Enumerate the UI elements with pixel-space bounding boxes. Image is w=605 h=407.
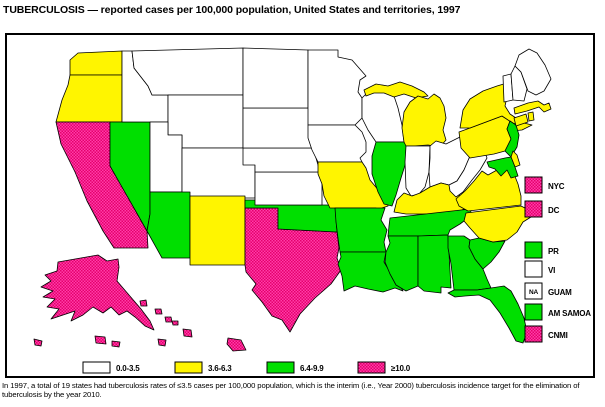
range-legend-item-c2: 3.6-6.3 [174, 361, 232, 374]
territory-swatch-pr [524, 241, 543, 259]
territory-label: DC [548, 206, 560, 215]
state-KS [254, 171, 323, 206]
state-RI [527, 111, 535, 122]
state-ME [514, 48, 552, 96]
states-layer [33, 47, 552, 352]
state-IN [404, 145, 431, 197]
state-HI [164, 316, 173, 323]
territory-swatch-dc [524, 200, 543, 218]
range-label: ≥10.0 [391, 364, 411, 373]
state-MT [131, 47, 244, 96]
territory-swatch-am-samoa [524, 303, 543, 321]
state-NM [189, 195, 246, 266]
territory-legend-item-pr: PR [524, 241, 559, 259]
state-NC [463, 205, 532, 243]
page-title: TUBERCULOSIS — reported cases per 100,00… [3, 4, 461, 16]
range-label: 3.6-6.3 [208, 364, 232, 373]
state-AR [334, 207, 388, 253]
footnote: In 1997, a total of 19 states had tuberc… [2, 381, 580, 400]
territory-legend-item-dc: DC [524, 200, 560, 218]
state-AK [33, 338, 43, 347]
state-AK [40, 254, 155, 331]
range-legend-item-c4: ≥10.0 [357, 361, 411, 374]
territory-legend-item-nyc: NYC [524, 176, 565, 194]
state-HI [171, 320, 179, 326]
state-AK [111, 340, 121, 348]
territory-legend-item-guam: NA GUAM [524, 282, 572, 300]
rate-range-legend: 0.0-3.5 3.6-6.3 6.4-9.9 ≥10.0 [82, 361, 411, 374]
territory-swatch-nyc [524, 176, 543, 194]
state-HI [226, 337, 247, 352]
state-MI [401, 93, 447, 148]
range-legend-item-c1: 0.0-3.5 [82, 361, 140, 374]
range-legend-item-c3: 6.4-9.9 [266, 361, 324, 374]
territory-label: CNMI [548, 331, 568, 340]
state-FL [447, 285, 528, 344]
state-MA [513, 100, 552, 115]
state-NJ [504, 120, 520, 158]
state-HI [157, 338, 167, 347]
territory-label: AM SAMOA [548, 309, 591, 318]
territory-legend: NYC DC PR VI NA GUAM AM SAMOA CNMI [524, 176, 591, 343]
territory-swatch-cnmi [524, 325, 543, 343]
territory-label: NYC [548, 182, 565, 191]
state-HI [139, 299, 148, 307]
state-SD [242, 107, 313, 149]
state-OR [55, 74, 123, 123]
range-swatch-c4 [357, 361, 386, 374]
state-HI [182, 328, 193, 338]
range-swatch-c1 [82, 361, 111, 374]
state-MD [486, 156, 519, 179]
territory-label: PR [548, 247, 559, 256]
state-MN [307, 49, 367, 126]
territory-legend-item-vi: VI [524, 260, 555, 278]
territory-label: GUAM [548, 288, 572, 297]
territory-legend-item-am-samoa: AM SAMOA [524, 303, 591, 321]
range-swatch-c3 [266, 361, 295, 374]
state-HI [154, 308, 163, 315]
state-CT [513, 113, 529, 127]
state-AL [417, 234, 452, 294]
map-frame [5, 33, 595, 378]
state-ND [242, 47, 309, 109]
state-WA [69, 50, 123, 76]
territory-swatch-vi [524, 260, 543, 278]
state-IA [307, 124, 367, 163]
territory-legend-item-cnmi: CNMI [524, 325, 568, 343]
range-swatch-c2 [174, 361, 203, 374]
state-AK [94, 335, 107, 345]
state-AZ [146, 191, 191, 259]
territory-swatch-guam [524, 282, 543, 300]
territory-label: VI [548, 266, 555, 275]
range-label: 6.4-9.9 [300, 364, 324, 373]
range-label: 0.0-3.5 [116, 364, 140, 373]
territory-na-note: NA [529, 289, 538, 296]
